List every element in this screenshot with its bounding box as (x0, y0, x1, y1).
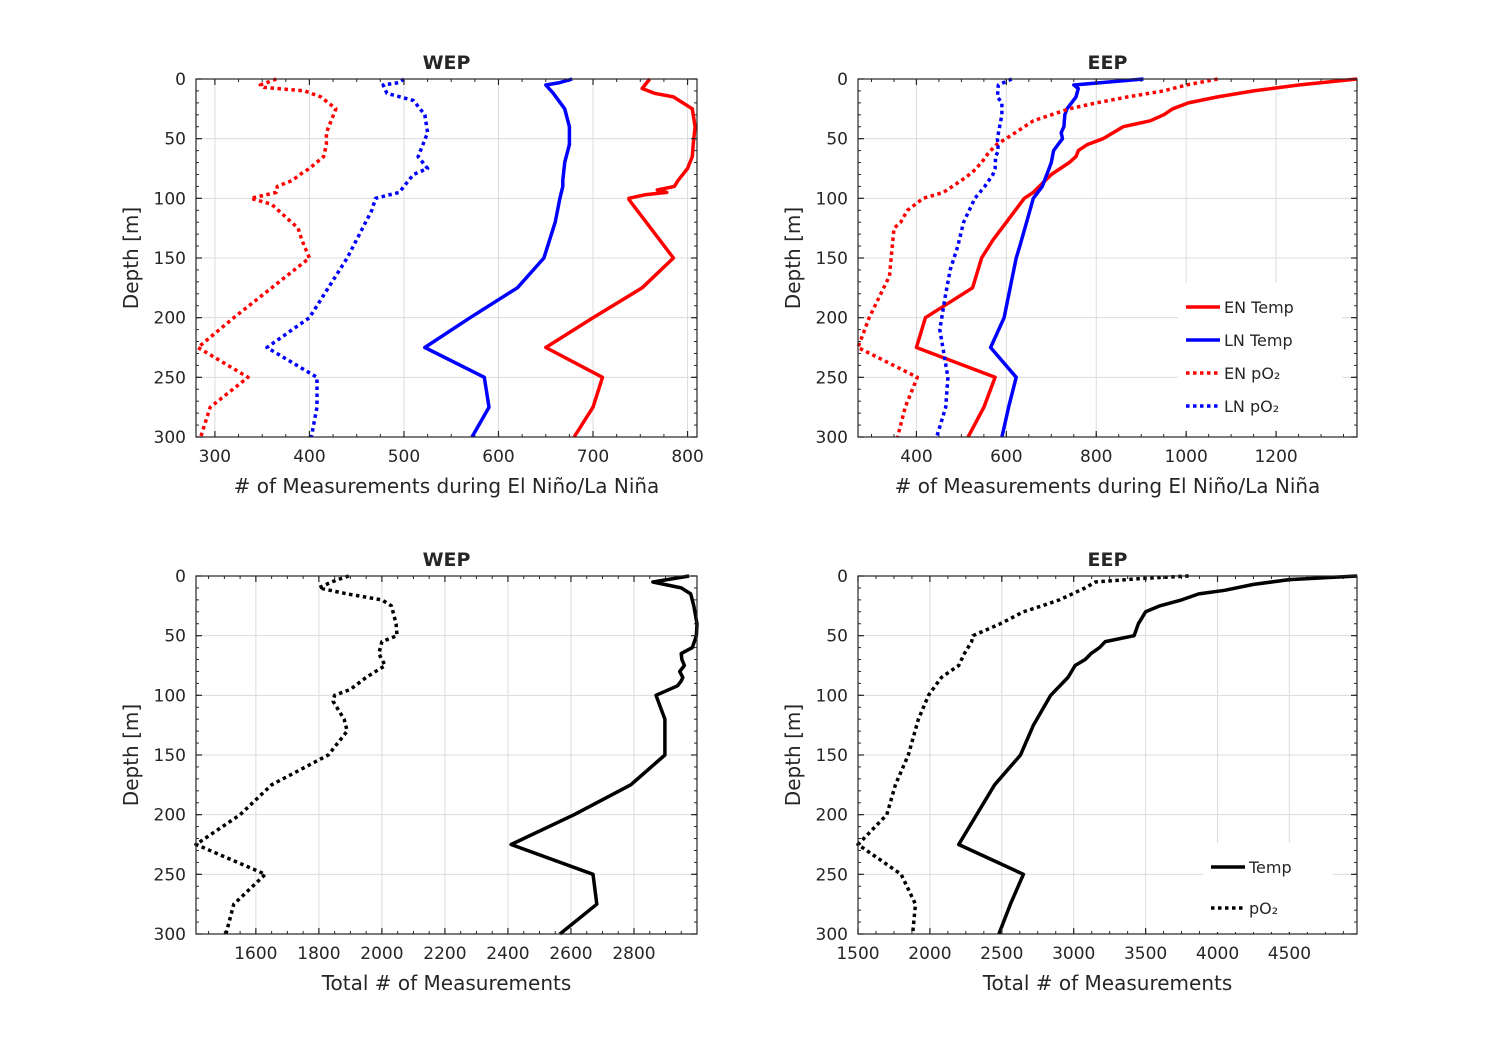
x-tick-label: 1000 (1165, 447, 1208, 467)
x-tick-label: 2800 (612, 944, 655, 964)
y-tick-label: 100 (154, 189, 186, 209)
y-axis-label: Depth [m] (781, 207, 805, 309)
legend-label: EN Temp (1224, 298, 1294, 317)
y-tick-label: 100 (816, 189, 848, 209)
y-tick-label: 250 (154, 865, 186, 885)
x-tick-label: 2500 (980, 944, 1023, 964)
series-line-ln-po (935, 77, 1013, 438)
y-tick-label: 0 (175, 70, 186, 90)
x-tick-label: 1500 (836, 944, 879, 964)
y-tick-label: 50 (164, 130, 186, 150)
x-tick-label: 1600 (234, 944, 277, 964)
panel-wep-total: 1600 1800 2000 2200 2400 2600 2800 0 50 100 150 200… (119, 549, 699, 995)
series-line-en-temp (544, 77, 697, 438)
chart-title: WEP (423, 52, 471, 74)
y-tick-label: 200 (154, 806, 186, 826)
chart-title: WEP (423, 549, 471, 571)
series-line-ln-po (265, 77, 430, 438)
x-tick-label: 500 (388, 447, 420, 467)
x-tick-label: 1200 (1254, 447, 1297, 467)
y-tick-label: 100 (154, 686, 186, 706)
x-tick-label: 1800 (297, 944, 340, 964)
y-tick-label: 150 (816, 249, 848, 269)
legend-label: LN Temp (1224, 331, 1293, 350)
panel-eep-el-nino-la-nina: 400 600 800 1000 1200 0 50 100 150 200 250 300 EEP # … (781, 52, 1358, 498)
x-tick-label: 600 (990, 447, 1022, 467)
x-tick-label: 800 (671, 447, 703, 467)
y-tick-label: 0 (837, 70, 848, 90)
legend-box (1203, 843, 1333, 932)
chart-title: EEP (1088, 52, 1128, 74)
y-tick-label: 200 (816, 806, 848, 826)
y-tick-label: 250 (816, 368, 848, 388)
series-line-temp (509, 574, 699, 936)
x-tick-label: 400 (293, 447, 325, 467)
y-tick-label: 50 (164, 627, 186, 647)
series-line-en-temp (914, 77, 1358, 438)
x-axis-label: Total # of Measurements (982, 971, 1233, 995)
series-line-en-po (196, 77, 338, 438)
y-tick-label: 0 (175, 567, 186, 587)
x-axis-label: # of Measurements during El Niño/La Niña (895, 474, 1321, 498)
y-tick-label: 50 (826, 130, 848, 150)
legend-label: EN pO₂ (1224, 364, 1280, 383)
x-tick-label: 2400 (486, 944, 529, 964)
series-line-temp (956, 574, 1358, 935)
x-tick-label: 300 (199, 447, 231, 467)
legend: Temp pO₂ (1203, 843, 1333, 932)
y-tick-label: 250 (816, 865, 848, 885)
y-tick-label: 200 (816, 309, 848, 329)
y-tick-label: 0 (837, 567, 848, 587)
x-tick-label: 4500 (1268, 944, 1311, 964)
panel-eep-total: 1500 2000 2500 3000 3500 4000 4500 0 50 100 150 200… (781, 549, 1358, 995)
y-tick-label: 150 (816, 746, 848, 766)
x-tick-label: 600 (482, 447, 514, 467)
y-tick-label: 150 (154, 249, 186, 269)
panel-wep-el-nino-la-nina: 300 400 500 600 700 800 0 50 100 150 200 250 300 WEP #… (119, 52, 704, 498)
y-tick-label: 300 (816, 925, 848, 945)
x-tick-label: 2000 (908, 944, 951, 964)
y-tick-label: 150 (154, 746, 186, 766)
y-tick-label: 250 (154, 368, 186, 388)
series-line-ln-temp (988, 77, 1144, 438)
x-tick-label: 2000 (360, 944, 403, 964)
x-tick-label: 800 (1080, 447, 1112, 467)
y-axis-label: Depth [m] (119, 207, 143, 309)
legend: EN Temp LN Temp EN pO₂ LN pO₂ (1178, 283, 1342, 430)
chart-title: EEP (1088, 549, 1128, 571)
x-axis-label: Total # of Measurements (321, 971, 572, 995)
x-tick-label: 4000 (1196, 944, 1239, 964)
y-tick-label: 300 (154, 428, 186, 448)
x-tick-label: 400 (900, 447, 932, 467)
x-tick-label: 2200 (423, 944, 466, 964)
y-axis-label: Depth [m] (119, 704, 143, 806)
x-tick-label: 2600 (549, 944, 592, 964)
series-line-ln-temp (423, 77, 573, 438)
legend-label: LN pO₂ (1224, 397, 1279, 416)
legend-label: Temp (1248, 858, 1292, 877)
series-line-po (856, 574, 1189, 935)
y-tick-label: 50 (826, 627, 848, 647)
x-tick-label: 700 (577, 447, 609, 467)
y-tick-label: 300 (154, 925, 186, 945)
y-tick-label: 200 (154, 309, 186, 329)
x-tick-label: 3500 (1124, 944, 1167, 964)
y-tick-label: 300 (816, 428, 848, 448)
x-axis-label: # of Measurements during El Niño/La Niña (234, 474, 660, 498)
legend-label: pO₂ (1249, 899, 1278, 918)
y-tick-label: 100 (816, 686, 848, 706)
y-axis-label: Depth [m] (781, 704, 805, 806)
x-tick-label: 3000 (1052, 944, 1095, 964)
